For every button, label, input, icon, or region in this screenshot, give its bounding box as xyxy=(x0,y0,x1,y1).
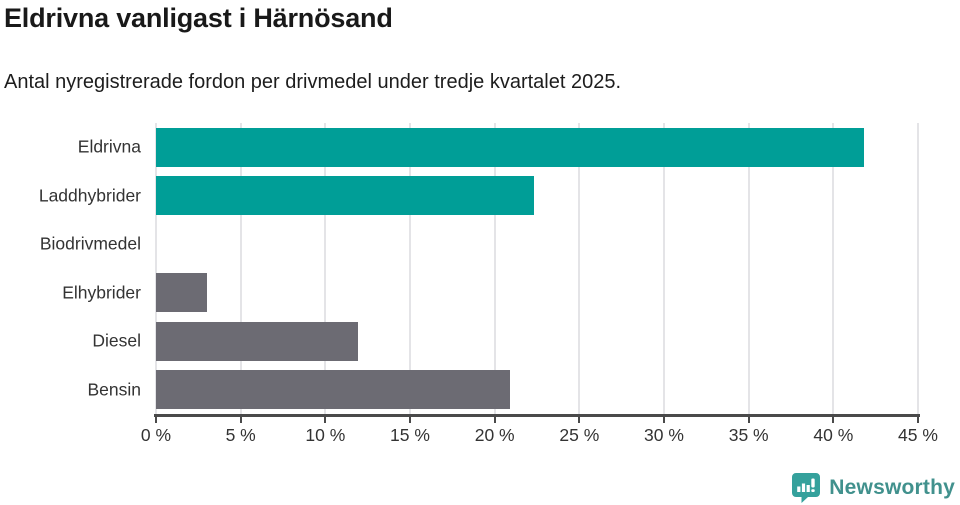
gridline xyxy=(155,123,157,414)
bar-row: Laddhybrider xyxy=(39,172,918,221)
category-label: Laddhybrider xyxy=(38,185,141,206)
axis-tick xyxy=(239,416,242,423)
axis-tick xyxy=(578,416,581,423)
gridline xyxy=(917,123,919,414)
axis-tick xyxy=(832,416,835,423)
axis-tick-label: 40 % xyxy=(813,425,854,445)
gridline xyxy=(239,123,242,414)
axis-tick-label: 5 % xyxy=(225,425,256,445)
chart-subtitle: Antal nyregistrerade fordon per drivmede… xyxy=(4,71,622,93)
bar-row: Diesel xyxy=(92,317,918,366)
axis-tick xyxy=(155,416,157,423)
brand-name: Newsworthy xyxy=(829,475,955,499)
bar-rows: Eldrivna Laddhybrider Biodrivmedel Elhybrid… xyxy=(39,123,918,415)
bar-elhybrider xyxy=(156,273,207,312)
x-axis-line xyxy=(154,414,920,417)
category-label: Bensin xyxy=(87,379,141,400)
axis-tick-label: 10 % xyxy=(305,425,346,445)
axis-tick-label: 45 % xyxy=(898,425,938,445)
axis-tick xyxy=(747,416,750,423)
axis-tick-label: 20 % xyxy=(474,425,515,445)
brand-footer: Newsworthy xyxy=(791,472,955,503)
gridline xyxy=(493,123,496,414)
axis-tick-label: 30 % xyxy=(644,425,684,445)
axis-tick-label: 0 % xyxy=(140,425,172,445)
category-label: Biodrivmedel xyxy=(39,233,141,254)
gridline xyxy=(663,123,665,414)
bar-row: Bensin xyxy=(87,366,918,415)
category-label: Diesel xyxy=(92,330,141,351)
gridline xyxy=(747,123,750,414)
bar-bensin xyxy=(156,370,510,409)
bar-row: Elhybrider xyxy=(62,269,918,318)
gridline xyxy=(409,123,411,414)
newsworthy-logo-icon xyxy=(792,473,821,503)
axis-tick-label: 15 % xyxy=(390,425,430,445)
category-label: Elhybrider xyxy=(62,282,141,303)
axis-tick xyxy=(493,416,496,423)
bar-row: Eldrivna xyxy=(78,123,918,172)
gridline xyxy=(578,123,581,414)
bar-eldrivna xyxy=(156,127,864,167)
category-label: Eldrivna xyxy=(77,136,141,157)
gridline xyxy=(324,123,327,414)
axis-tick-label: 25 % xyxy=(559,425,600,445)
bar-chart-plot-area: Eldrivna Laddhybrider Biodrivmedel Elhybrid… xyxy=(39,123,938,445)
bar-laddhybrider xyxy=(156,176,534,215)
axis-tick xyxy=(663,416,665,423)
chart-title: Eldrivna vanligast i Härnösand xyxy=(4,3,393,33)
axis-tick xyxy=(917,416,919,423)
gridline xyxy=(832,123,835,414)
bar-row: Biodrivmedel xyxy=(40,220,918,269)
axis-tick xyxy=(324,416,327,423)
bar-diesel xyxy=(156,321,358,361)
axis-tick-label: 35 % xyxy=(728,425,769,445)
axis-tick xyxy=(409,416,411,423)
